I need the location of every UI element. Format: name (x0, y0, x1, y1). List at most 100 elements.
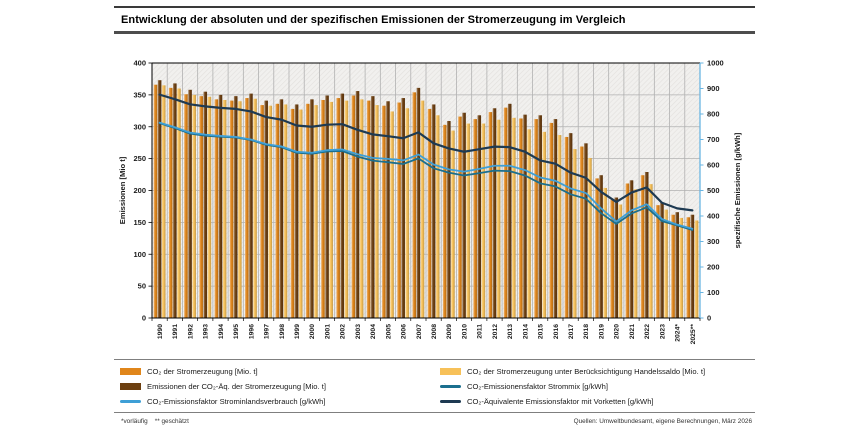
bar (534, 119, 538, 318)
bar (481, 123, 486, 318)
bar (177, 88, 181, 318)
right-axis-title: spezifische Emissionen [g/kWh] (733, 132, 742, 248)
svg-text:400: 400 (133, 59, 146, 68)
bar (512, 117, 516, 318)
bar (557, 135, 562, 318)
svg-text:100: 100 (133, 250, 146, 259)
bar (157, 80, 162, 319)
x-tick-label: 1992 (187, 324, 194, 339)
bar (679, 217, 684, 318)
bar (549, 122, 554, 318)
bar (599, 175, 603, 318)
x-tick-label: 2004 (370, 324, 377, 339)
svg-text:600: 600 (707, 161, 720, 170)
legend-label: CO₂ der Stromerzeugung [Mio. t] (147, 367, 258, 376)
bar (294, 104, 299, 318)
legend-column: CO₂ der Stromerzeugung [Mio. t] Emissione… (120, 364, 436, 409)
bar (568, 133, 573, 319)
legend-item: CO₂ der Stromerzeugung unter Berücksicht… (440, 364, 751, 379)
bar (153, 84, 158, 318)
bar (229, 100, 234, 318)
bar (161, 85, 166, 318)
x-tick-label: 1994 (218, 324, 225, 339)
x-tick-label: 1990 (157, 324, 164, 339)
bar (610, 200, 614, 318)
x-tick-label: 2025** (690, 324, 697, 345)
bar (355, 91, 360, 318)
x-tick-label: 2010 (461, 324, 468, 339)
bar (690, 214, 695, 318)
svg-text:50: 50 (138, 282, 146, 291)
x-tick-label: 2021 (629, 324, 636, 339)
x-tick-label: 2008 (431, 324, 438, 339)
x-tick-label: 2001 (324, 324, 331, 339)
bar (503, 107, 508, 319)
svg-text:250: 250 (133, 154, 146, 163)
bar (336, 98, 340, 318)
legend-label: CO₂ der Stromerzeugung unter Berücksicht… (467, 367, 706, 376)
bar (188, 89, 192, 318)
page-title: Entwicklung der absoluten und der spezif… (121, 14, 626, 26)
x-tick-label: 2023 (659, 324, 666, 339)
svg-text:300: 300 (707, 237, 720, 246)
bar (366, 100, 371, 318)
bar (245, 98, 249, 318)
bar (253, 98, 257, 318)
bar (686, 217, 691, 318)
bar (192, 94, 196, 319)
bar (466, 123, 470, 318)
legend-column: CO₂ der Stromerzeugung unter Berücksicht… (440, 364, 751, 409)
bar (233, 96, 238, 319)
bar (397, 102, 401, 318)
bar (290, 108, 295, 319)
legend-item: Emissionen der CO₂-Äq. der Stromerzeugun… (120, 379, 436, 394)
line-series-5 (158, 93, 694, 212)
bar (325, 95, 329, 318)
x-tick-label: 1991 (172, 324, 179, 339)
x-tick-label: 2014 (522, 324, 529, 339)
emissions-chart-svg: 0 50 100 150 200 250 300 350 400 0 100 200 300 400 500… (118, 59, 742, 345)
bar (207, 96, 212, 318)
legend-item: CO₂-Emissionsfaktor Strominlandsverbrauc… (120, 394, 436, 409)
x-tick-label: 2024* (675, 324, 682, 342)
x-tick-label: 1996 (248, 324, 255, 339)
x-tick-label: 2002 (340, 324, 347, 339)
bar (214, 99, 219, 318)
bar (386, 101, 390, 318)
bar (351, 95, 356, 318)
bar (329, 101, 333, 318)
bar (405, 108, 410, 318)
bar (168, 87, 173, 318)
bar (629, 180, 634, 318)
bar (435, 115, 440, 319)
bar (553, 119, 558, 318)
chart-panel: Entwicklung der absoluten und der spezif… (114, 2, 755, 425)
bar (310, 99, 314, 318)
bar (412, 92, 417, 318)
bar (671, 214, 675, 318)
bar (595, 178, 599, 318)
left-axis: 0 50 100 150 200 250 300 350 400 (133, 59, 152, 323)
bar (477, 115, 482, 319)
legend-label: CO₂-Emissionensfaktor Strommix [g/kWh] (467, 382, 608, 391)
legend: CO₂ der Stromerzeugung [Mio. t] Emissione… (114, 359, 755, 413)
bar (431, 104, 436, 318)
bar (603, 187, 607, 318)
divider-title (114, 31, 755, 34)
legend-line-swatch (120, 400, 141, 403)
bar (390, 111, 394, 318)
legend-line-swatch (440, 385, 461, 388)
x-tick-label: 2019 (598, 324, 605, 339)
legend-line-swatch (440, 400, 461, 403)
bar (492, 108, 497, 318)
x-tick-label: 2011 (477, 324, 484, 339)
x-tick-label: 2015 (538, 324, 545, 339)
bar (275, 103, 280, 318)
footnote-right: Quellen: Umweltbundesamt, eigene Berechn… (573, 418, 752, 425)
bar (382, 105, 386, 319)
right-axis: 0 100 200 300 400 500 600 700 800 900 1000 (700, 59, 724, 323)
bar (427, 108, 432, 319)
emissions-chart: 0 50 100 150 200 250 300 350 400 0 100 200 300 400 500… (114, 34, 755, 358)
bar (314, 105, 318, 318)
bar (656, 205, 660, 318)
